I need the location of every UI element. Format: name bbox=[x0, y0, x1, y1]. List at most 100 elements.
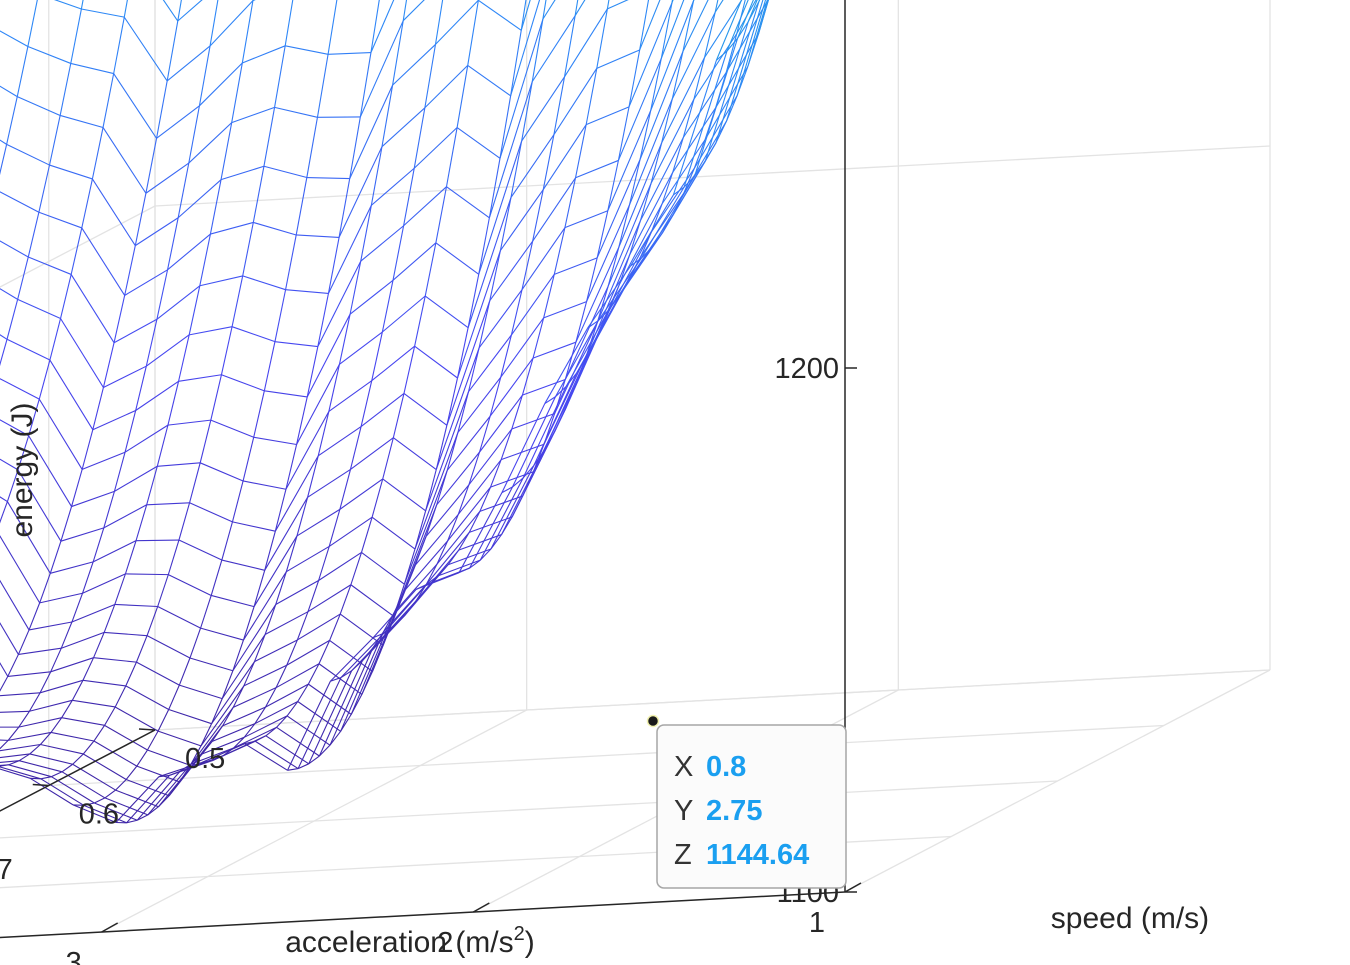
mesh-segment-speed-37-15 bbox=[190, 747, 234, 765]
mesh-segment-accel-17-22 bbox=[296, 396, 308, 445]
mesh-segment-speed-26-19 bbox=[136, 539, 179, 542]
mesh-segment-speed-29-10 bbox=[489, 357, 534, 417]
mesh-segment-speed-40-5 bbox=[587, 265, 632, 329]
mesh-segment-accel-20-37 bbox=[8, 760, 20, 766]
mesh-segment-speed-30-7 bbox=[607, 183, 652, 287]
mesh-segment-speed-26-11 bbox=[478, 289, 523, 349]
mesh-segment-accel-13-33 bbox=[350, 694, 363, 715]
mesh-segment-accel-12-23 bbox=[499, 197, 512, 251]
mesh-segment-speed-19-24 bbox=[0, 191, 40, 213]
mesh-segment-speed-30-6 bbox=[650, 98, 695, 184]
mesh-segment-speed-39-8 bbox=[469, 486, 514, 569]
mesh-segment-accel-8-27 bbox=[628, 159, 641, 206]
mesh-segment-speed-31-10 bbox=[468, 428, 513, 486]
mesh-segment-speed-32-6 bbox=[629, 172, 674, 255]
mesh-segment-speed-15-22 bbox=[123, 16, 168, 82]
datatip-marker[interactable] bbox=[646, 714, 660, 728]
mesh-segment-speed-20-18 bbox=[242, 275, 286, 291]
mesh-segment-speed-33-15 bbox=[232, 687, 277, 708]
mesh-segment-accel-9-23 bbox=[628, 49, 641, 107]
mesh-segment-speed-25-10 bbox=[532, 177, 576, 242]
mesh-segment-speed-27-6 bbox=[682, 0, 709, 52]
mesh-segment-speed-24-23 bbox=[0, 419, 29, 437]
mesh-segment-speed-27-7 bbox=[639, 51, 684, 160]
mesh-segment-speed-23-18 bbox=[210, 419, 254, 438]
datatip-x-key: X bbox=[674, 751, 693, 783]
mesh-segment-accel-13-26 bbox=[425, 469, 437, 511]
mesh-segment-speed-18-25 bbox=[0, 139, 7, 145]
acceleration-tick-label-2: 3 bbox=[66, 947, 82, 965]
mesh-segment-accel-8-26 bbox=[639, 110, 652, 160]
mesh-segment-accel-15-21 bbox=[392, 225, 405, 281]
mesh-segment-accel-10-24 bbox=[574, 124, 587, 178]
mesh-segment-speed-30-20 bbox=[50, 657, 94, 673]
mesh-segment-speed-21-15 bbox=[360, 225, 404, 262]
mesh-segment-speed-32-9 bbox=[500, 443, 545, 461]
mesh-segment-accel-23-23 bbox=[28, 398, 40, 436]
mesh-segment-accel-18-27 bbox=[200, 595, 212, 629]
mesh-segment-speed-31-16 bbox=[211, 661, 255, 724]
mesh-segment-accel-16-18 bbox=[381, 85, 394, 147]
mesh-segment-speed-29-7 bbox=[618, 142, 663, 248]
mesh-segment-accel-12-27 bbox=[457, 391, 470, 433]
mesh-segment-accel-13-32 bbox=[361, 671, 373, 695]
mesh-segment-speed-14-22 bbox=[162, 0, 179, 22]
grid-lines bbox=[0, 0, 1271, 939]
mesh-segment-speed-36-13 bbox=[286, 715, 331, 746]
mesh-segment-speed-17-16 bbox=[359, 20, 404, 118]
mesh-segment-accel-20-28 bbox=[103, 604, 116, 633]
mesh-segment-accel-16-26 bbox=[296, 497, 309, 537]
mesh-segment-accel-13-34 bbox=[340, 714, 352, 732]
mesh-segment-speed-18-22 bbox=[91, 178, 136, 246]
datatip[interactable]: X 0.8 Y 2.75 Z 1144.64 bbox=[656, 724, 847, 889]
mesh-segment-speed-22-17 bbox=[264, 390, 308, 398]
mesh-segment-speed-32-16 bbox=[200, 685, 245, 747]
mesh-segment-speed-38-9 bbox=[437, 559, 481, 577]
mesh-segment-speed-24-12 bbox=[456, 250, 501, 379]
mesh-segment-accel-14-27 bbox=[371, 478, 384, 518]
mesh-segment-speed-38-15 bbox=[179, 755, 224, 772]
mesh-segment-accel-18-24 bbox=[231, 480, 244, 523]
mesh-segment-accel-18-31 bbox=[157, 709, 170, 732]
mesh-segment-speed-21-17 bbox=[274, 341, 318, 348]
mesh-segment-speed-19-13 bbox=[467, 64, 511, 97]
mesh-segment-speed-27-20 bbox=[82, 573, 126, 594]
mesh-segment-accel-17-31 bbox=[200, 723, 213, 747]
mesh-segment-accel-3-37 bbox=[737, 21, 749, 39]
mesh-segment-speed-37-7 bbox=[533, 372, 578, 466]
mesh-segment-accel-17-37 bbox=[136, 814, 149, 821]
mesh-segment-accel-19-26 bbox=[167, 539, 180, 575]
mesh-segment-speed-39-12 bbox=[297, 677, 342, 769]
mesh-segment-speed-28-19 bbox=[114, 603, 158, 608]
mesh-segment-speed-40-15 bbox=[158, 762, 202, 778]
mesh-segment-speed-24-8 bbox=[628, 2, 673, 108]
mesh-segment-speed-19-18 bbox=[253, 221, 297, 236]
mesh-segment-speed-28-22 bbox=[0, 579, 30, 631]
mesh-segment-speed-37-16 bbox=[147, 763, 192, 816]
mesh-segment-accel-22-13 bbox=[177, 0, 182, 22]
mesh-segment-accel-18-18 bbox=[295, 177, 308, 236]
mesh-segment-speed-32-10 bbox=[457, 459, 502, 515]
mesh-segment-speed-24-11 bbox=[499, 189, 544, 251]
mesh-segment-speed-35-5 bbox=[640, 193, 685, 257]
y-axis-label: acceleration (m/s2) bbox=[285, 923, 535, 959]
mesh-segment-speed-40-7 bbox=[501, 403, 546, 493]
mesh-segment-speed-35-14 bbox=[254, 701, 298, 725]
mesh-segment-accel-14-19 bbox=[456, 65, 469, 128]
datatip-z-value: 1144.64 bbox=[706, 839, 809, 871]
mesh-segment-speed-33-10 bbox=[447, 486, 491, 542]
mesh-segment-speed-17-21 bbox=[145, 162, 190, 194]
mesh-segment-accel-14-36 bbox=[276, 715, 288, 728]
mesh-segment-speed-22-20 bbox=[135, 380, 179, 411]
mesh-segment-accel-21-19 bbox=[156, 269, 169, 320]
mesh-segment-speed-39-17 bbox=[83, 804, 127, 824]
mesh-segment-speed-40-3 bbox=[672, 60, 717, 196]
mesh-segment-speed-35-13 bbox=[297, 701, 341, 732]
mesh-segment-speed-20-11 bbox=[542, 0, 556, 20]
mesh-segment-accel-9-33 bbox=[522, 471, 534, 497]
mesh-segment-accel-19-39 bbox=[30, 777, 41, 780]
mesh-segment-accel-19-15 bbox=[284, 0, 294, 46]
mesh-segment-accel-17-32 bbox=[189, 745, 202, 766]
mesh-segment-speed-22-14 bbox=[392, 242, 437, 281]
mesh-segment-accel-14-37 bbox=[265, 726, 277, 737]
